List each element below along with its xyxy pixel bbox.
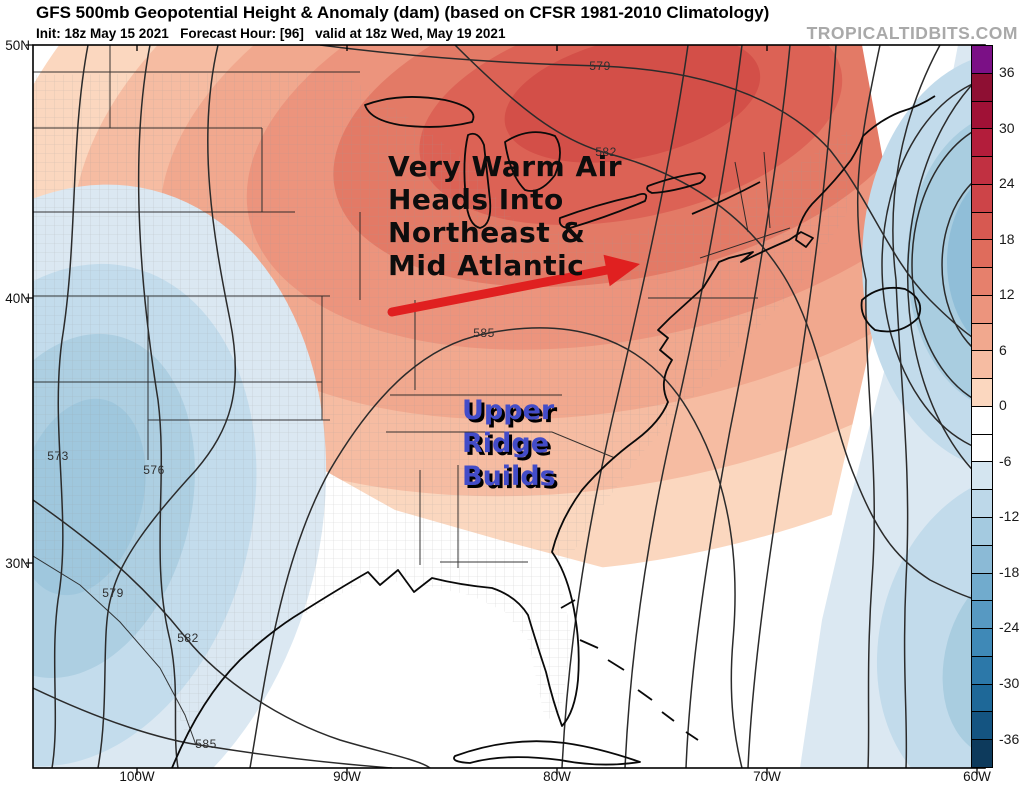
warm-air-line-3: Northeast & [388, 216, 586, 249]
colorbar-swatch [972, 267, 992, 295]
warm-air-line-4: Mid Atlantic [388, 249, 585, 282]
colorbar-swatch [972, 572, 992, 601]
colorbar-swatch [972, 461, 992, 490]
warm-air-annotation: Very Warm Air Heads Into Northeast & Mid… [388, 150, 622, 282]
colorbar-swatch [972, 294, 992, 323]
colorbar-tick-36: 36 [999, 64, 1015, 80]
map-subtitle: Init: 18z May 15 2021 Forecast Hour: [96… [36, 26, 506, 41]
colorbar-tick-n36: -36 [999, 731, 1020, 747]
axis-ticks [26, 44, 978, 775]
lat-label-50n: 50N [5, 38, 30, 53]
contour-lines [33, 45, 985, 768]
colorbar-swatch [972, 739, 992, 767]
contour-label-579-south: 579 [102, 586, 124, 600]
lon-label-90w: 90W [333, 769, 361, 784]
colorbar-swatch [972, 517, 992, 545]
contour-label-579-top: 579 [589, 59, 611, 73]
colorbar-swatch [972, 544, 992, 573]
colorbar-swatch [972, 211, 992, 240]
site-watermark: TROPICALTIDBITS.COM [806, 23, 1018, 43]
colorbar-swatch [972, 46, 992, 73]
state-borders [33, 45, 791, 746]
lon-label-70w: 70W [753, 769, 781, 784]
warm-air-arrow [387, 254, 640, 317]
colorbar-tick-n30: -30 [999, 675, 1020, 691]
contour-label-573-west: 573 [47, 449, 69, 463]
colorbar-swatch [972, 100, 992, 129]
contour-label-582-south: 582 [177, 631, 199, 645]
contour-label-585-south: 585 [195, 737, 217, 751]
colorbar-tick-0: 0 [999, 397, 1007, 413]
county-lines-texture [33, 72, 852, 740]
lon-label-100w: 100W [119, 769, 155, 784]
colorbar-swatch [972, 239, 992, 268]
colorbar-swatch [972, 433, 992, 462]
contour-label-582-top: 582 [595, 145, 617, 159]
upper-ridge-annotation: Upper Ridge Builds [462, 394, 556, 493]
colorbar-tick-6: 6 [999, 342, 1007, 358]
warm-air-line-1: Very Warm Air [388, 150, 623, 183]
colorbar-swatch [972, 378, 992, 406]
upper-ridge-line-3: Builds [462, 461, 556, 492]
colorbar-swatch [972, 322, 992, 351]
coastlines [171, 95, 936, 768]
colorbar-swatch [972, 128, 992, 157]
colorbar-swatch [972, 350, 992, 379]
colorbar-tick-30: 30 [999, 120, 1015, 136]
colorbar-swatch [972, 405, 992, 434]
warm-air-line-2: Heads Into [388, 183, 564, 216]
colorbar-swatch [972, 156, 992, 184]
colorbar-tick-n12: -12 [999, 508, 1020, 524]
anomaly-colorbar [971, 45, 993, 768]
colorbar-swatch [972, 711, 992, 740]
contour-label-585-mid: 585 [473, 326, 495, 340]
lon-label-80w: 80W [543, 769, 571, 784]
lat-label-30n: 30N [5, 556, 30, 571]
lon-label-60w: 60W [963, 769, 991, 784]
colorbar-tick-18: 18 [999, 231, 1015, 247]
map-title: GFS 500mb Geopotential Height & Anomaly … [36, 3, 770, 22]
colorbar-tick-n18: -18 [999, 564, 1020, 580]
colorbar-swatch [972, 183, 992, 212]
colorbar-swatch [972, 489, 992, 518]
colorbar-tick-n6: -6 [999, 453, 1012, 469]
colorbar-tick-24: 24 [999, 175, 1015, 191]
upper-ridge-line-2: Ridge [462, 428, 550, 459]
colorbar-tick-n24: -24 [999, 619, 1020, 635]
upper-ridge-line-1: Upper [462, 395, 555, 426]
lat-label-40n: 40N [5, 291, 30, 306]
colorbar-swatch [972, 683, 992, 712]
colorbar-swatch [972, 72, 992, 101]
colorbar-tick-12: 12 [999, 286, 1015, 302]
contour-label-576-west: 576 [143, 463, 165, 477]
colorbar-swatch [972, 628, 992, 656]
colorbar-swatch [972, 600, 992, 629]
colorbar-swatch [972, 655, 992, 684]
